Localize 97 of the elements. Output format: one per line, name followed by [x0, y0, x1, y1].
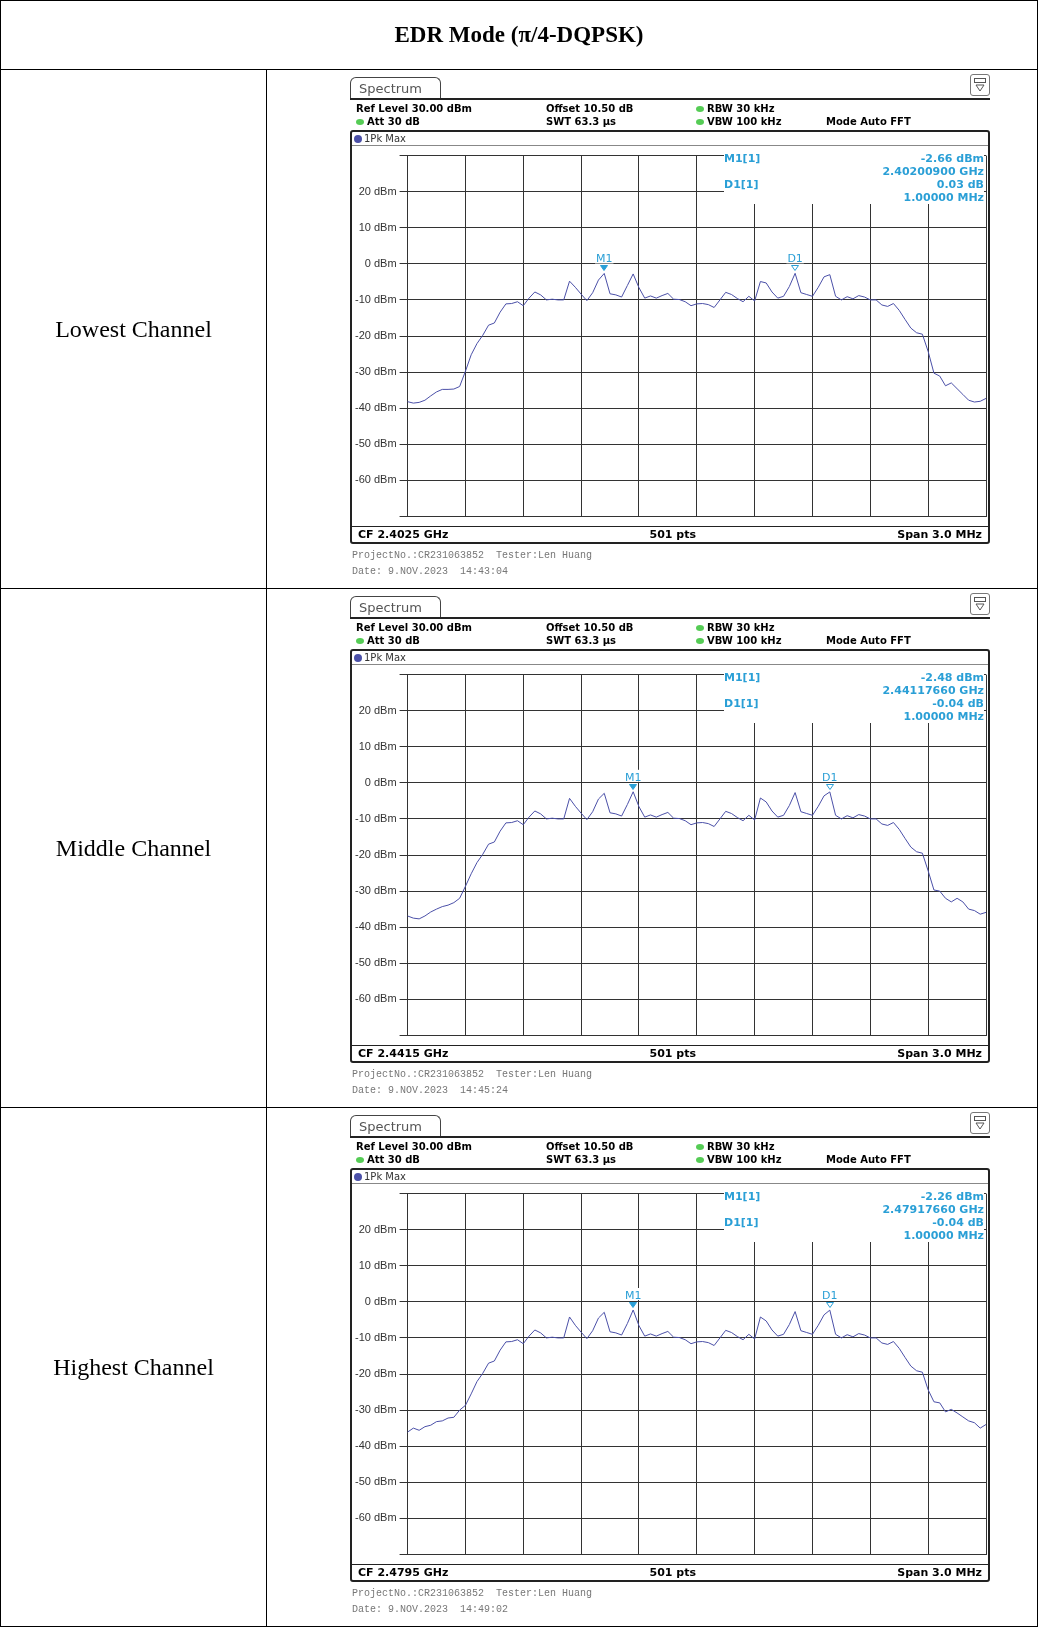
y-tick-label: 10 dBm — [358, 739, 397, 752]
text: RBW 30 kHz — [707, 622, 775, 633]
text: Mode Auto FFT — [826, 116, 911, 127]
y-tick-label: -20 dBm — [354, 848, 397, 861]
y-tick-label: -40 dBm — [354, 920, 397, 933]
annotation: -0.04 dB — [931, 697, 984, 710]
text: SWT 63.3 µs — [546, 1154, 616, 1165]
y-tick-label: -10 dBm — [354, 811, 397, 824]
annotation: -2.66 dBm — [919, 152, 984, 165]
annotation: M1 — [595, 252, 613, 266]
text: Offset 10.50 dB — [546, 622, 634, 633]
y-tick-label: -30 dBm — [354, 365, 397, 378]
text: RBW 30 kHz — [707, 103, 775, 114]
text: Span 3.0 MHz — [897, 1566, 982, 1579]
text: Span 3.0 MHz — [897, 1047, 982, 1060]
annotation: -0.04 dB — [931, 1216, 984, 1229]
text: Ref Level 30.00 dBm — [356, 103, 472, 114]
legend-label: 1Pk Max — [364, 133, 407, 144]
text: Date: 9.NOV.2023 14:43:04 — [352, 565, 510, 579]
annotation: D1 — [787, 252, 803, 266]
annotation: M1 — [624, 1288, 642, 1302]
text: Date: 9.NOV.2023 14:49:02 — [352, 1603, 510, 1617]
text: Mode Auto FFT — [826, 1154, 911, 1165]
y-tick-label: -50 dBm — [354, 956, 397, 969]
text: Mode Auto FFT — [826, 635, 911, 646]
y-tick-label: 10 dBm — [358, 1258, 397, 1271]
text: ProjectNo.:CR231063852 Tester:Len Huang — [352, 1068, 594, 1082]
annotation: D1 — [822, 770, 838, 784]
text: 501 pts — [649, 1566, 697, 1579]
y-tick-label: 0 dBm — [364, 1294, 397, 1307]
y-tick-label: -50 dBm — [354, 1475, 397, 1488]
text: ProjectNo.:CR231063852 Tester:Len Huang — [352, 549, 594, 563]
y-tick-label: -30 dBm — [354, 1403, 397, 1416]
y-tick-label: -10 dBm — [354, 292, 397, 305]
y-tick-label: -60 dBm — [354, 1511, 397, 1524]
text: Highest Channel — [1, 1108, 267, 1626]
text: Ref Level 30.00 dBm — [356, 622, 472, 633]
annotation: -2.26 dBm — [919, 1190, 984, 1203]
text: Lowest Channel — [1, 70, 267, 588]
text: Date: 9.NOV.2023 14:45:24 — [352, 1084, 510, 1098]
y-tick-label: 20 dBm — [358, 184, 397, 197]
y-tick-label: 20 dBm — [358, 1222, 397, 1235]
text: EDR Mode (π/4-DQPSK) — [394, 22, 644, 48]
text: Att 30 dB — [367, 116, 420, 127]
annotation: M1[1] — [724, 671, 762, 684]
text: Offset 10.50 dB — [546, 1141, 634, 1152]
annotation: 2.47917660 GHz — [881, 1203, 984, 1216]
annotation: 1.00000 MHz — [902, 191, 984, 204]
annotation: D1[1] — [724, 178, 760, 191]
text: Att 30 dB — [367, 1154, 420, 1165]
text: Span 3.0 MHz — [897, 528, 982, 541]
y-tick-label: -20 dBm — [354, 329, 397, 342]
y-tick-label: -40 dBm — [354, 401, 397, 414]
annotation: 1.00000 MHz — [902, 710, 984, 723]
text: Offset 10.50 dB — [546, 103, 634, 114]
text: Att 30 dB — [367, 635, 420, 646]
text: 501 pts — [649, 1047, 697, 1060]
annotation: D1[1] — [724, 697, 760, 710]
y-tick-label: -60 dBm — [354, 992, 397, 1005]
legend-label: 1Pk Max — [364, 652, 407, 663]
annotation: M1[1] — [724, 1190, 762, 1203]
text: CF 2.4795 GHz — [358, 1566, 449, 1579]
y-tick-label: 10 dBm — [358, 220, 397, 233]
annotation: D1[1] — [724, 1216, 760, 1229]
text: SWT 63.3 µs — [546, 116, 616, 127]
text: RBW 30 kHz — [707, 1141, 775, 1152]
text: VBW 100 kHz — [707, 116, 782, 127]
annotation: M1 — [624, 770, 642, 784]
annotation: 2.44117660 GHz — [881, 684, 984, 697]
annotation: D1 — [822, 1289, 838, 1303]
annotation: 1.00000 MHz — [902, 1229, 984, 1242]
y-tick-label: 0 dBm — [364, 256, 397, 269]
text: Spectrum — [350, 1115, 441, 1136]
annotation: -2.48 dBm — [919, 671, 984, 684]
text: VBW 100 kHz — [707, 635, 782, 646]
text: CF 2.4415 GHz — [358, 1047, 449, 1060]
text: Middle Channel — [1, 589, 267, 1107]
y-tick-label: -10 dBm — [354, 1330, 397, 1343]
text: Ref Level 30.00 dBm — [356, 1141, 472, 1152]
y-tick-label: 20 dBm — [358, 703, 397, 716]
y-tick-label: -20 dBm — [354, 1367, 397, 1380]
y-tick-label: -50 dBm — [354, 437, 397, 450]
annotation: M1[1] — [724, 152, 762, 165]
y-tick-label: 0 dBm — [364, 775, 397, 788]
y-tick-label: -30 dBm — [354, 884, 397, 897]
annotation: 0.03 dB — [935, 178, 984, 191]
text: Spectrum — [350, 77, 441, 98]
text: Spectrum — [350, 596, 441, 617]
text: SWT 63.3 µs — [546, 635, 616, 646]
legend-label: 1Pk Max — [364, 1171, 407, 1182]
text: VBW 100 kHz — [707, 1154, 782, 1165]
text: ProjectNo.:CR231063852 Tester:Len Huang — [352, 1587, 594, 1601]
y-tick-label: -40 dBm — [354, 1439, 397, 1452]
text: 501 pts — [649, 528, 697, 541]
y-tick-label: -60 dBm — [354, 473, 397, 486]
annotation: 2.40200900 GHz — [881, 165, 984, 178]
text: CF 2.4025 GHz — [358, 528, 449, 541]
